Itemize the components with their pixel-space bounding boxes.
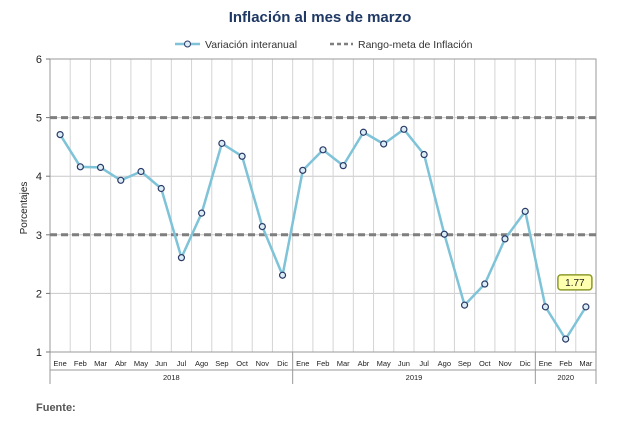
x-tick-label-year: 2018 [163,373,180,382]
data-point [218,139,226,147]
data-point [238,152,246,160]
legend-label-rango-meta: Rango-meta de Inflación [358,39,473,51]
data-point [299,166,307,174]
data-point [359,128,368,136]
x-tick-label-month: Mar [579,359,592,368]
x-tick-label-month: Sep [458,359,471,368]
y-tick-label: 4 [36,171,42,183]
x-tick-label-month: Mar [337,359,350,368]
inflation-series [56,125,590,343]
data-point [400,125,408,133]
data-point [582,303,590,311]
y-tick-label: 3 [36,230,42,242]
data-point [339,162,347,170]
last-value-annotation: 1.77 [557,274,593,291]
legend-label-variacion: Variación interanual [205,39,297,51]
x-tick-label-month: May [377,359,391,368]
x-tick-label-month: Ene [53,359,66,368]
x-tick-label-month: Oct [236,359,249,368]
y-tick-label: 2 [36,288,42,300]
x-tick-label-month: Abr [358,359,370,368]
legend-marker-swatch [184,40,191,48]
y-tick-label: 1 [36,347,42,359]
y-tick-label: 6 [36,54,42,66]
legend: Variación interanual Rango-meta de Infla… [175,39,473,51]
x-tick-label-month: Abr [115,359,127,368]
x-tick-label-month: Dic [277,359,288,368]
data-point [76,163,84,171]
x-tick-label-month: Ago [195,359,208,368]
x-tick-label-month: Feb [74,359,87,368]
plot-area-frame [49,58,597,353]
x-tick-label-month: Nov [498,359,512,368]
x-tick-label-year: 2019 [406,373,423,382]
x-axis: Ene Feb Mar Abr May Jun Jul Ago Sep Oct Nov Dic Ene F… [49,352,597,384]
data-point [562,335,570,343]
x-tick-label-month: Ago [438,359,451,368]
x-tick-label-month: Oct [479,359,492,368]
annotation-box [557,274,593,291]
data-point [319,146,327,154]
x-tick-label-month: Nov [256,359,270,368]
data-point [258,222,266,231]
x-tick-label-month: Jun [155,359,167,368]
gridlines [49,58,597,353]
source-label: Fuente: [36,402,76,414]
x-tick-label-month: Jun [398,359,410,368]
x-tick-label-month: Feb [559,359,572,368]
x-tick-label-month: Feb [317,359,330,368]
data-point [198,209,206,217]
data-point [521,207,529,215]
y-axis-label: Porcentajes [19,182,30,235]
y-axis: 1 2 3 4 5 6 [36,54,50,359]
x-tick-label-month: Sep [215,359,228,368]
x-tick-label-month: Ene [539,359,552,368]
data-point [56,130,64,139]
x-tick-label-month: Dic [520,359,531,368]
data-point [440,230,448,238]
data-point [420,150,428,159]
data-point [460,301,469,309]
chart-title: Inflación al mes de marzo [229,9,412,26]
data-point [137,167,145,176]
annotation-value: 1.77 [565,278,585,289]
data-point [501,235,509,243]
y-tick-label: 5 [36,113,42,125]
target-range-lines [50,116,596,237]
x-tick-label-month: Mar [94,359,107,368]
x-tick-label-month: Jul [419,359,429,368]
data-point [96,163,105,172]
x-tick-label-month: Jul [177,359,187,368]
data-point [380,140,388,148]
x-tick-label-month: Ene [296,359,309,368]
x-tick-label-month: May [134,359,148,368]
data-point [177,254,186,262]
data-point [157,184,165,193]
data-point [481,280,489,288]
data-point [278,271,287,279]
x-tick-label-year: 2020 [557,373,574,382]
data-point [541,303,550,311]
data-point [117,176,125,184]
